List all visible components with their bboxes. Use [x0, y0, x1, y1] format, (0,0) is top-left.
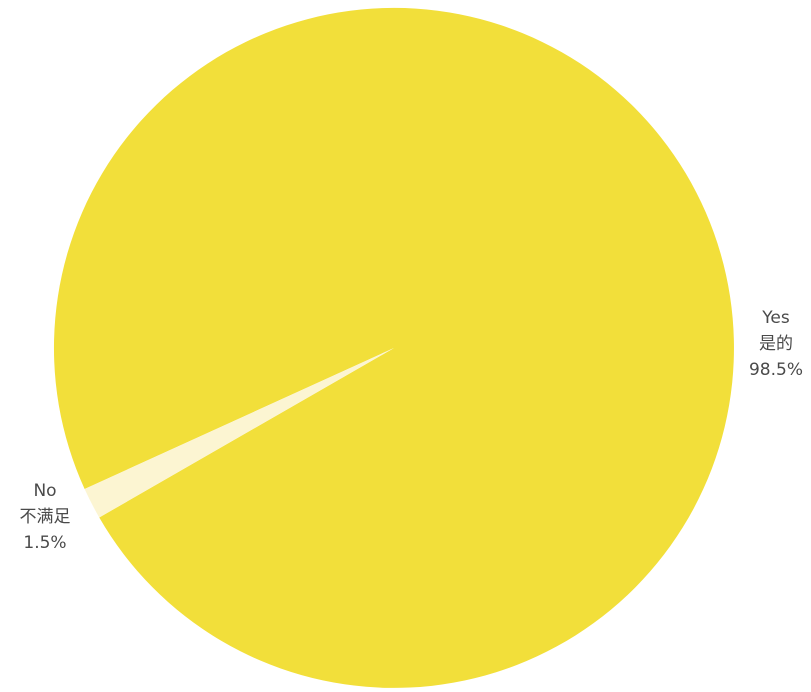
- slice-label-no-percent: 1.5%: [23, 533, 67, 553]
- slice-label-no-name: No: [33, 481, 57, 501]
- pie-slice-no: [84, 348, 395, 518]
- slice-label-no: No 不满足 1.5%: [5, 478, 85, 556]
- slice-label-yes: Yes 是的 98.5%: [736, 305, 811, 383]
- slice-label-yes-name: Yes: [762, 308, 790, 328]
- slice-label-no-name-zh: 不满足: [19, 507, 71, 527]
- slice-label-yes-percent: 98.5%: [748, 360, 803, 380]
- pie-slice-yes: [53, 7, 734, 688]
- slice-label-yes-name-zh: 是的: [759, 334, 793, 354]
